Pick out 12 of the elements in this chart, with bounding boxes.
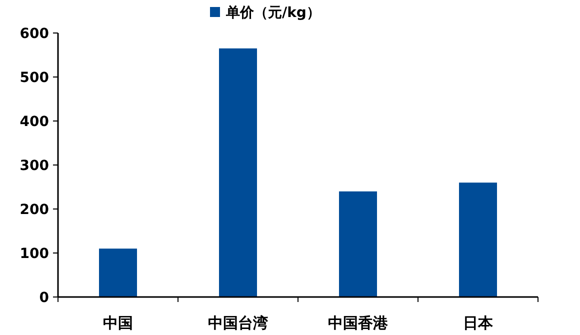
x-tick-label: 中国: [103, 314, 133, 332]
x-tick-label: 日本: [463, 314, 494, 332]
y-tick-label: 0: [39, 290, 50, 306]
x-tick-label: 中国香港: [328, 314, 389, 332]
y-tick-label: 200: [20, 202, 50, 218]
x-tick-label: 中国台湾: [208, 314, 268, 332]
y-tick-label: 300: [20, 158, 50, 174]
y-tick-label: 600: [20, 26, 50, 42]
y-tick-label: 100: [20, 246, 50, 262]
legend-label: 单价（元/kg）: [225, 5, 320, 21]
y-tick-label: 500: [20, 70, 50, 86]
y-tick-label: 400: [20, 114, 50, 130]
